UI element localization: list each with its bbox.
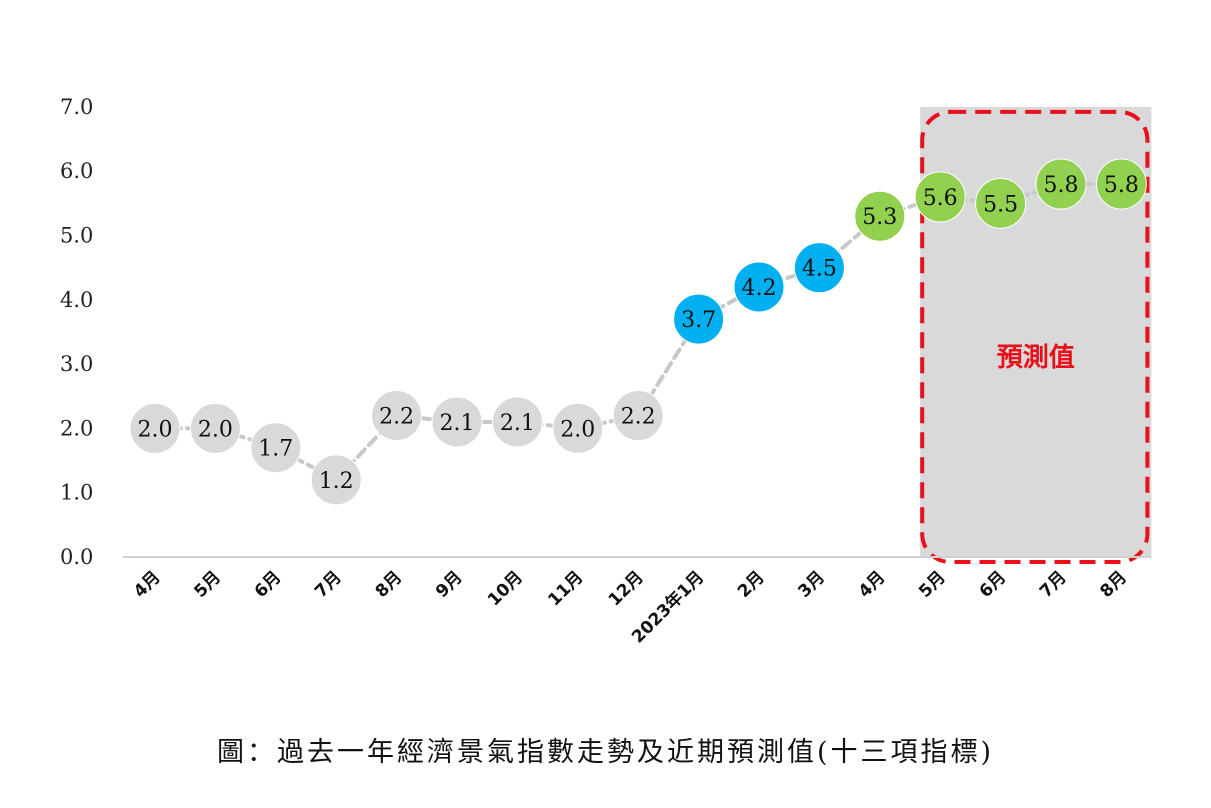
data-label: 2.0 [138, 417, 173, 442]
x-tick-label: 2月 [734, 567, 769, 602]
x-tick-label: 3月 [794, 567, 829, 602]
data-point [310, 454, 362, 506]
x-tick-label: 8月 [1096, 567, 1131, 602]
x-tick-label: 4月 [130, 567, 165, 602]
x-tick-label: 4月 [855, 567, 890, 602]
data-label: 5.3 [862, 205, 897, 230]
data-label: 2.1 [500, 411, 535, 436]
data-label: 1.7 [258, 437, 293, 462]
data-point [914, 171, 966, 223]
x-tick-label: 11月 [544, 567, 587, 610]
data-point [975, 177, 1027, 229]
data-label: 2.1 [440, 411, 475, 436]
data-label: 2.2 [379, 405, 414, 430]
data-label: 2.0 [198, 417, 233, 442]
data-point [491, 396, 543, 448]
data-label: 5.8 [1104, 173, 1139, 198]
x-tick-label: 8月 [372, 567, 407, 602]
data-label: 3.7 [681, 308, 716, 333]
y-tick-label: 5.0 [60, 224, 93, 248]
data-point [189, 402, 241, 454]
x-tick-label: 7月 [1036, 567, 1071, 602]
data-label: 5.8 [1044, 173, 1079, 198]
data-point [129, 402, 181, 454]
data-label: 4.5 [802, 257, 837, 282]
data-point [431, 396, 483, 448]
x-tick-label: 7月 [311, 567, 346, 602]
y-tick-label: 6.0 [60, 159, 93, 183]
x-tick-label: 5月 [915, 567, 950, 602]
x-tick-label: 12月 [605, 567, 648, 610]
y-tick-label: 3.0 [60, 352, 93, 376]
x-tick-label: 10月 [484, 567, 527, 610]
data-label: 1.2 [319, 469, 354, 494]
data-point [854, 190, 906, 242]
chart-caption: 圖：過去一年經濟景氣指數走勢及近期預測值(十三項指標) [216, 737, 995, 768]
data-point [793, 242, 845, 294]
data-point [371, 390, 423, 442]
data-label: 2.2 [621, 405, 656, 430]
forecast-label: 預測值 [997, 343, 1075, 373]
data-label: 5.6 [923, 186, 958, 211]
y-tick-label: 0.0 [60, 545, 93, 569]
x-tick-label: 5月 [190, 567, 225, 602]
data-label: 5.5 [983, 192, 1018, 217]
x-tick-label: 6月 [251, 567, 286, 602]
data-point [733, 261, 785, 313]
data-point [552, 402, 604, 454]
data-label: 4.2 [742, 276, 777, 301]
y-tick-label: 4.0 [60, 288, 93, 312]
data-point [1095, 158, 1147, 210]
data-point [673, 293, 725, 345]
data-point [250, 422, 302, 474]
y-tick-label: 2.0 [60, 416, 93, 440]
x-tick-label: 9月 [432, 567, 467, 602]
x-tick-label: 6月 [976, 567, 1011, 602]
forecast-dashed-border [920, 109, 1150, 565]
data-label: 2.0 [560, 417, 595, 442]
data-point [1035, 158, 1087, 210]
data-point [612, 390, 664, 442]
y-tick-label: 7.0 [60, 95, 93, 119]
y-tick-label: 1.0 [60, 481, 93, 505]
